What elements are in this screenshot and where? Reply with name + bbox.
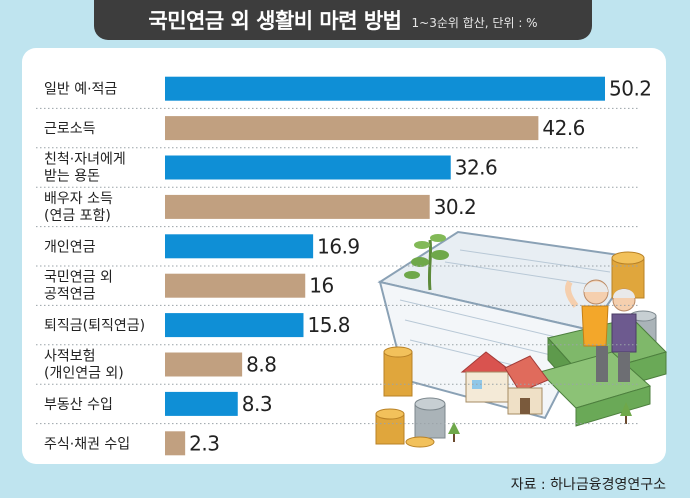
value-label: 8.3 [242, 392, 272, 416]
category-label: 개인연금 [44, 239, 96, 255]
chart-title: 국민연금 외 생활비 마련 방법 [148, 9, 402, 33]
value-label: 2.3 [189, 431, 219, 455]
bar [165, 352, 243, 377]
category-label: 배우자 소득 (연금 포함) [44, 191, 113, 224]
category-label: 사적보험 (개인연금 외) [44, 349, 124, 382]
category-label: 친척·자녀에게 받는 용돈 [44, 152, 126, 185]
category-label: 근로소득 [44, 121, 96, 137]
bar [165, 76, 605, 101]
title-banner: 국민연금 외 생활비 마련 방법 1~3순위 합산, 단위 : % [94, 0, 592, 40]
category-label: 국민연금 외 공적연금 [44, 270, 113, 303]
source-note: 자료 : 하나금융경영연구소 [510, 477, 666, 493]
bar [165, 155, 451, 180]
bar [165, 234, 314, 259]
value-label: 16.9 [317, 234, 360, 258]
bar [165, 116, 539, 141]
category-label: 부동산 수입 [44, 397, 113, 413]
bar [165, 391, 238, 416]
category-label: 주식·채권 수입 [44, 436, 130, 452]
value-label: 42.6 [542, 116, 585, 140]
value-label: 15.8 [307, 313, 350, 337]
bar [165, 273, 306, 298]
category-label: 일반 예·적금 [44, 82, 117, 98]
bar [165, 313, 304, 338]
bar [165, 431, 186, 456]
value-label: 8.8 [246, 353, 276, 377]
chart-subtitle: 1~3순위 합산, 단위 : % [411, 15, 538, 30]
value-label: 30.2 [434, 195, 477, 219]
value-label: 32.6 [455, 156, 498, 180]
value-label: 16 [309, 274, 333, 298]
value-label: 50.2 [609, 77, 652, 101]
bar [165, 194, 430, 219]
category-label: 퇴직금(퇴직연금) [44, 318, 145, 334]
